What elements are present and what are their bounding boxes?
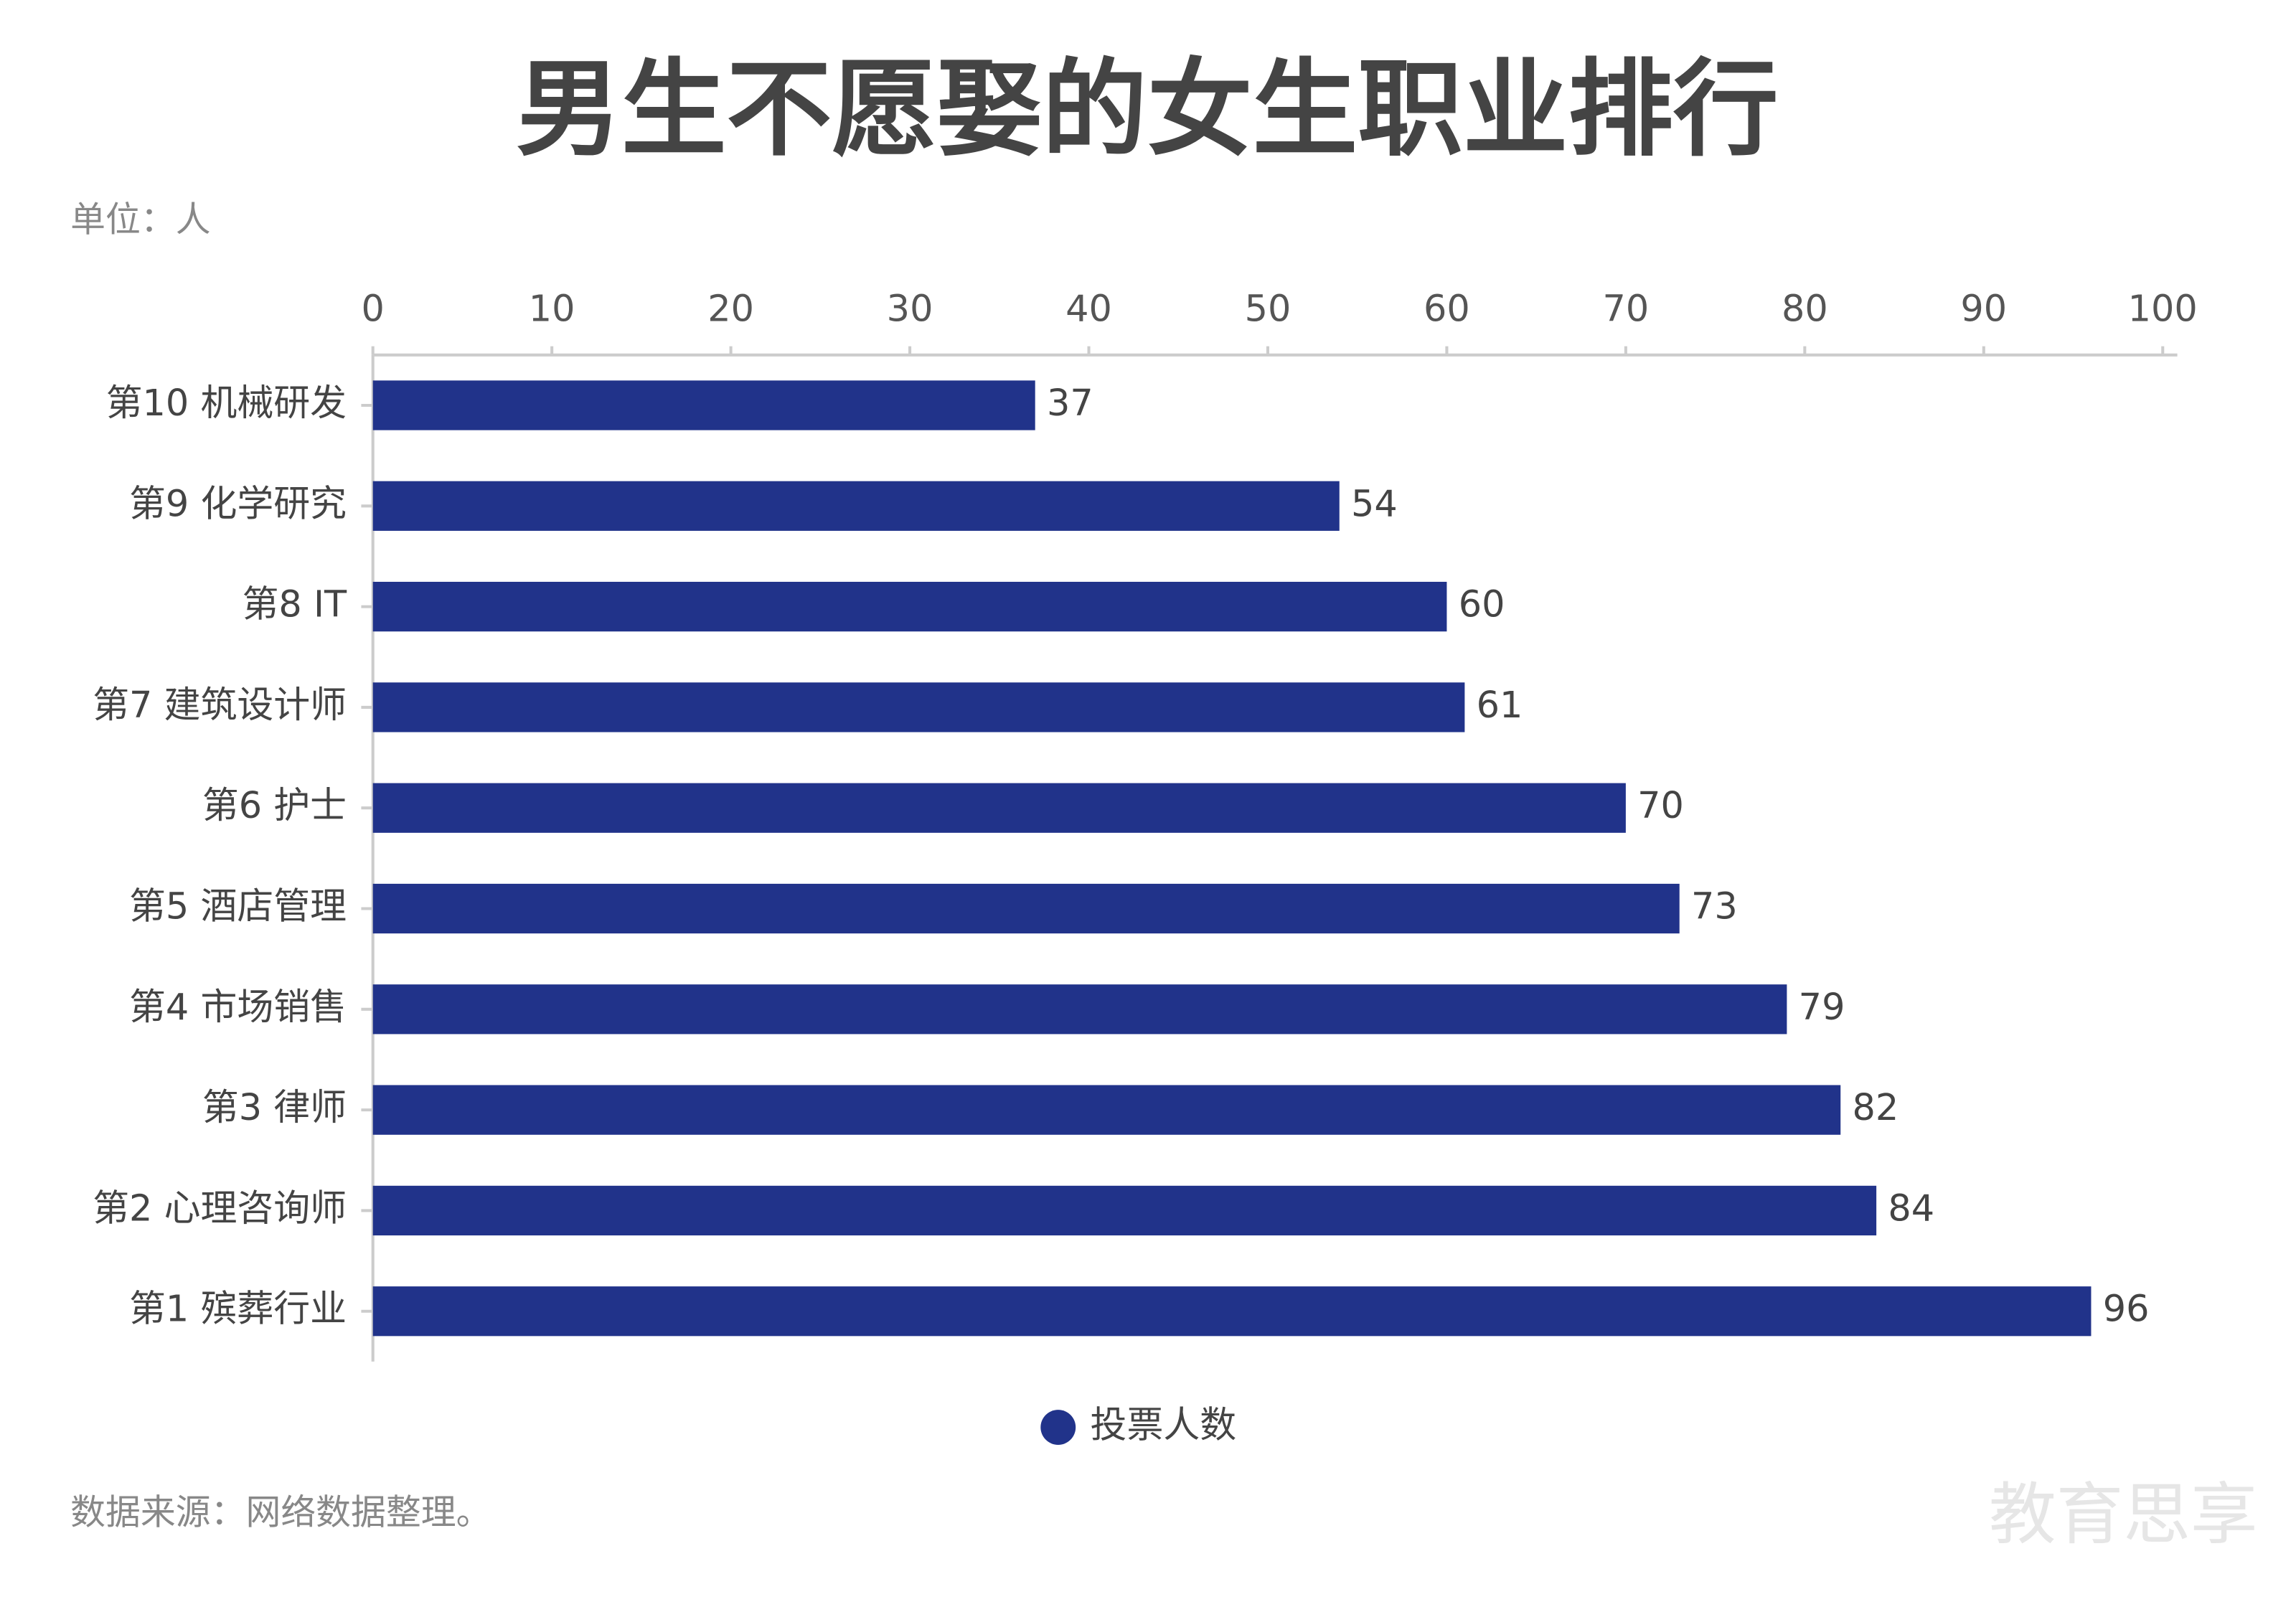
data-label: 82 — [1853, 1087, 1899, 1129]
bar — [372, 783, 1626, 833]
y-tick-label: 第4 市场销售 — [129, 986, 347, 1029]
y-tick-label: 第8 IT — [243, 584, 347, 626]
x-tick-label: 20 — [707, 288, 754, 331]
x-tick-label: 30 — [887, 288, 933, 331]
x-tick-label: 60 — [1424, 288, 1470, 331]
x-tick-label: 50 — [1245, 288, 1292, 331]
data-label: 84 — [1888, 1187, 1934, 1230]
data-label: 54 — [1351, 483, 1398, 525]
data-label: 96 — [2103, 1288, 2150, 1331]
bar — [372, 380, 1035, 430]
x-tick-label: 80 — [1782, 288, 1828, 331]
y-tick-label: 第10 机械研发 — [106, 382, 347, 425]
bar — [372, 581, 1447, 632]
y-tick-label: 第7 建筑设计师 — [93, 684, 347, 727]
chart-title: 男生不愿娶的女生职业排行 — [516, 48, 1778, 171]
unit-label: 单位：人 — [70, 199, 210, 240]
data-label: 70 — [1637, 785, 1684, 827]
watermark: 教育思享 — [1989, 1476, 2258, 1555]
y-tick-label: 第5 酒店管理 — [129, 886, 347, 928]
bar — [372, 481, 1340, 531]
y-tick-label: 第3 律师 — [202, 1087, 347, 1129]
y-tick-label: 第9 化学研究 — [129, 483, 347, 525]
legend-marker — [1040, 1410, 1076, 1445]
x-tick-label: 90 — [1960, 288, 2007, 331]
data-label: 79 — [1799, 986, 1845, 1029]
x-tick-label: 70 — [1603, 288, 1650, 331]
data-label: 73 — [1691, 886, 1738, 928]
y-tick-label: 第2 心理咨询师 — [93, 1187, 347, 1230]
y-tick-label: 第6 护士 — [202, 785, 347, 827]
x-tick-label: 100 — [2128, 288, 2198, 331]
data-label: 60 — [1459, 584, 1505, 626]
bar — [372, 883, 1680, 934]
bar — [372, 1085, 1841, 1135]
bar — [372, 1286, 2092, 1337]
y-tick-label: 第1 殡葬行业 — [129, 1288, 347, 1331]
source-note: 数据来源：网络数据整理。 — [70, 1492, 491, 1533]
data-label: 61 — [1477, 684, 1523, 727]
x-tick-label: 0 — [362, 288, 385, 331]
bar — [372, 984, 1787, 1035]
bar — [372, 682, 1465, 732]
legend-label: 投票人数 — [1091, 1405, 1237, 1447]
x-tick-label: 10 — [529, 288, 575, 331]
data-label: 37 — [1047, 382, 1093, 425]
bar — [372, 1185, 1877, 1236]
x-tick-label: 40 — [1065, 288, 1112, 331]
